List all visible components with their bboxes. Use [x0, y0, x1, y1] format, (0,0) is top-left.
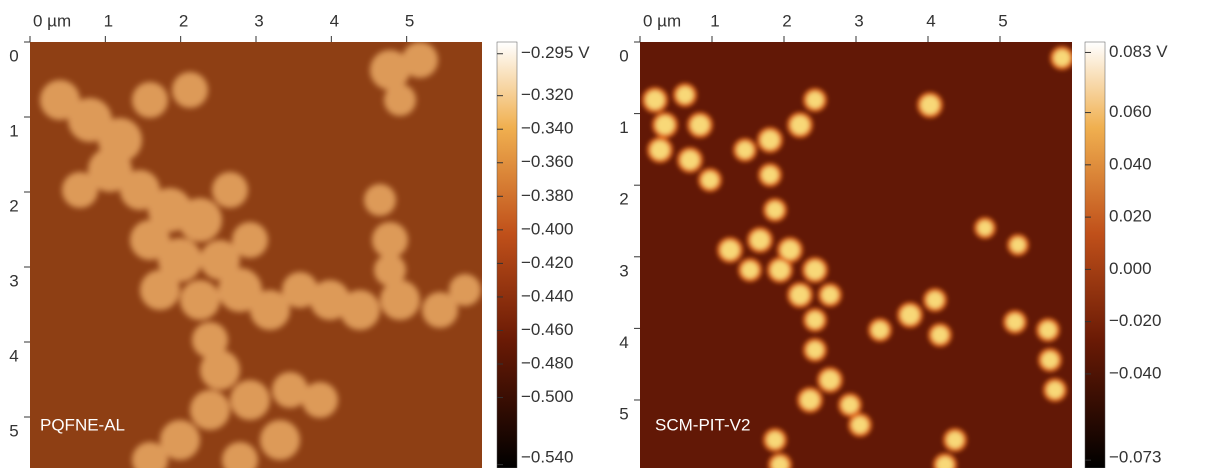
y-tick-label: 2 [619, 190, 628, 209]
kpfm-image [640, 42, 1072, 468]
colorbar [497, 42, 517, 468]
y-tick-label: 3 [619, 261, 628, 280]
figure: PQFNE-AL SCM-PIT-V2 0 µm 1 2 3 4 5 0 1 2 3 4 5 −0.29… [0, 0, 1211, 468]
colorbar-tick-label: −0.440 [521, 286, 573, 305]
x-tick-label: 0 µm [33, 11, 71, 30]
x-tick-label: 2 [782, 11, 791, 30]
y-tick-label: 0 [9, 46, 18, 65]
colorbar-tick-label: −0.320 [521, 85, 573, 104]
colorbar-tick-label: 0.083 V [1109, 42, 1168, 61]
colorbar-tick-label: −0.500 [521, 387, 573, 406]
y-tick-label: 1 [619, 118, 628, 137]
colorbar-tick-label: −0.540 [521, 447, 573, 466]
y-tick-label: 5 [9, 421, 18, 440]
x-tick-label: 1 [710, 11, 719, 30]
x-tick-label: 1 [104, 11, 113, 30]
colorbar-tick-label: −0.040 [1109, 363, 1161, 382]
y-tick-label: 4 [619, 333, 628, 352]
panel-label: PQFNE-AL [40, 415, 125, 434]
colorbar-tick-label: 0.060 [1109, 102, 1152, 121]
colorbar-tick-label: −0.295 V [521, 43, 590, 62]
colorbar-tick-label: −0.073 [1109, 447, 1161, 466]
y-tick-label: 0 [619, 46, 628, 65]
y-tick-label: 3 [9, 271, 18, 290]
x-tick-label: 3 [854, 11, 863, 30]
colorbar-tick-label: −0.340 [521, 119, 573, 138]
x-tick-label: 2 [179, 11, 188, 30]
colorbar-tick-label: −0.400 [521, 219, 573, 238]
x-tick-label: 5 [998, 11, 1007, 30]
y-tick-label: 2 [9, 196, 18, 215]
colorbar-tick-label: 0.000 [1109, 259, 1152, 278]
colorbar-tick-label: 0.040 [1109, 154, 1152, 173]
x-tick-label: 4 [330, 11, 339, 30]
colorbar [1085, 42, 1105, 468]
y-tick-label: 1 [9, 121, 18, 140]
x-tick-label: 5 [405, 11, 414, 30]
colorbar-tick-label: −0.380 [521, 186, 573, 205]
x-tick-label: 4 [926, 11, 935, 30]
colorbar-tick-label: 0.020 [1109, 207, 1152, 226]
colorbar-tick-label: −0.020 [1109, 311, 1161, 330]
y-tick-label: 4 [9, 346, 18, 365]
colorbar-tick-label: −0.360 [521, 152, 573, 171]
x-tick-label: 3 [254, 11, 263, 30]
colorbar-tick-label: −0.420 [521, 253, 573, 272]
x-tick-label: 0 µm [643, 11, 681, 30]
kpfm-image [30, 42, 482, 468]
y-tick-label: 5 [619, 404, 628, 423]
panel-label: SCM-PIT-V2 [655, 415, 750, 434]
colorbar-tick-label: −0.460 [521, 320, 573, 339]
colorbar-tick-label: −0.480 [521, 354, 573, 373]
